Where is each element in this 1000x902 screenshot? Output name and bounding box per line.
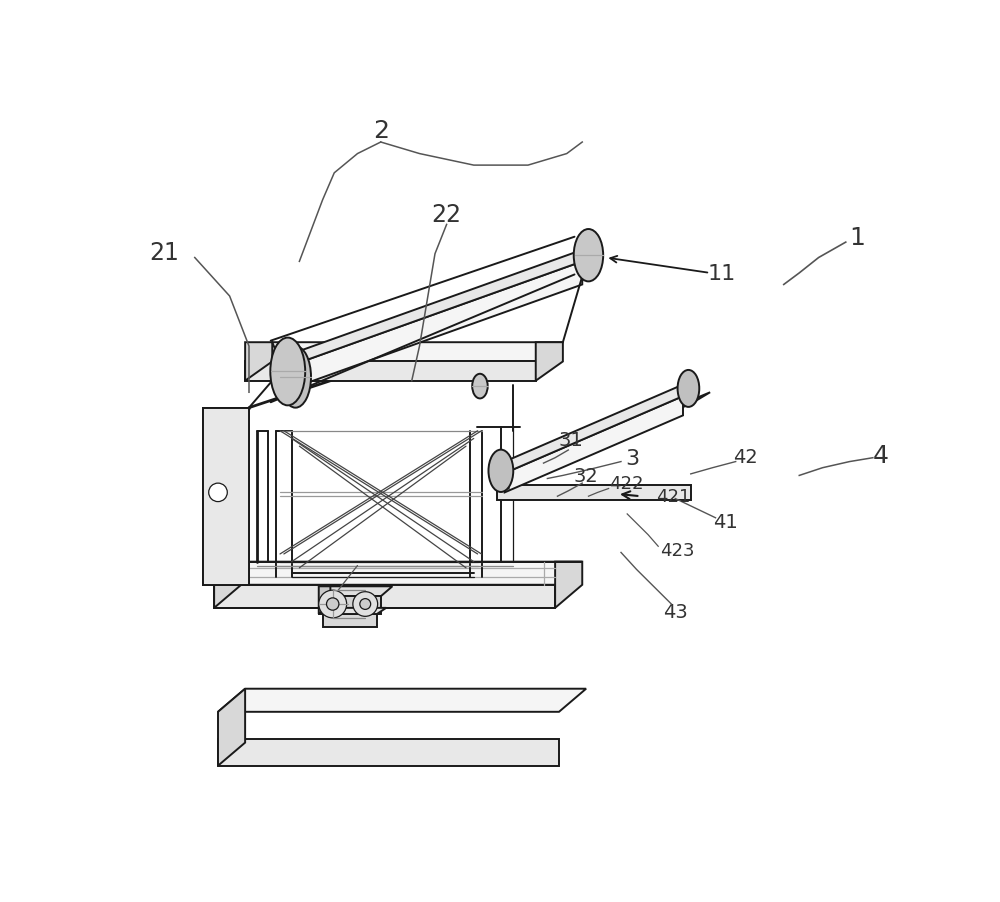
Text: 3: 3 — [626, 448, 640, 468]
Text: 1: 1 — [849, 226, 865, 250]
Text: 422: 422 — [609, 474, 644, 492]
Polygon shape — [323, 608, 386, 614]
Polygon shape — [505, 397, 683, 492]
Polygon shape — [681, 380, 695, 399]
Polygon shape — [505, 385, 683, 474]
Circle shape — [360, 599, 371, 610]
Text: 421: 421 — [656, 488, 690, 506]
Polygon shape — [218, 739, 559, 766]
Text: 22: 22 — [432, 202, 462, 226]
Ellipse shape — [472, 374, 488, 399]
Text: 41: 41 — [713, 512, 738, 531]
Polygon shape — [202, 409, 249, 585]
Polygon shape — [292, 262, 582, 389]
Polygon shape — [497, 393, 710, 485]
Polygon shape — [292, 251, 582, 366]
Polygon shape — [536, 343, 563, 382]
Text: 11: 11 — [708, 263, 736, 283]
Polygon shape — [214, 562, 241, 608]
Text: 31: 31 — [558, 431, 583, 450]
Polygon shape — [555, 562, 582, 608]
Polygon shape — [497, 485, 691, 501]
Text: 43: 43 — [663, 603, 688, 621]
Polygon shape — [319, 586, 392, 596]
Ellipse shape — [488, 450, 513, 492]
Ellipse shape — [280, 346, 311, 409]
Polygon shape — [214, 562, 582, 585]
Polygon shape — [245, 343, 272, 382]
Ellipse shape — [270, 338, 305, 406]
Polygon shape — [494, 458, 509, 489]
Text: 42: 42 — [733, 447, 757, 466]
Text: 2: 2 — [373, 119, 389, 143]
Polygon shape — [245, 343, 563, 362]
Text: 4: 4 — [873, 444, 889, 468]
Circle shape — [319, 591, 347, 618]
Polygon shape — [280, 351, 296, 394]
Polygon shape — [319, 596, 381, 614]
Polygon shape — [581, 245, 596, 266]
Circle shape — [326, 598, 339, 611]
Polygon shape — [323, 614, 377, 628]
Text: 32: 32 — [574, 466, 598, 485]
Ellipse shape — [574, 230, 603, 282]
Polygon shape — [319, 586, 330, 614]
Ellipse shape — [678, 371, 699, 408]
Polygon shape — [214, 585, 555, 608]
Polygon shape — [218, 689, 586, 712]
Text: 423: 423 — [660, 541, 694, 559]
Polygon shape — [218, 689, 245, 766]
Circle shape — [209, 483, 227, 502]
Polygon shape — [245, 362, 536, 382]
Circle shape — [353, 592, 378, 617]
Text: 21: 21 — [149, 241, 179, 265]
